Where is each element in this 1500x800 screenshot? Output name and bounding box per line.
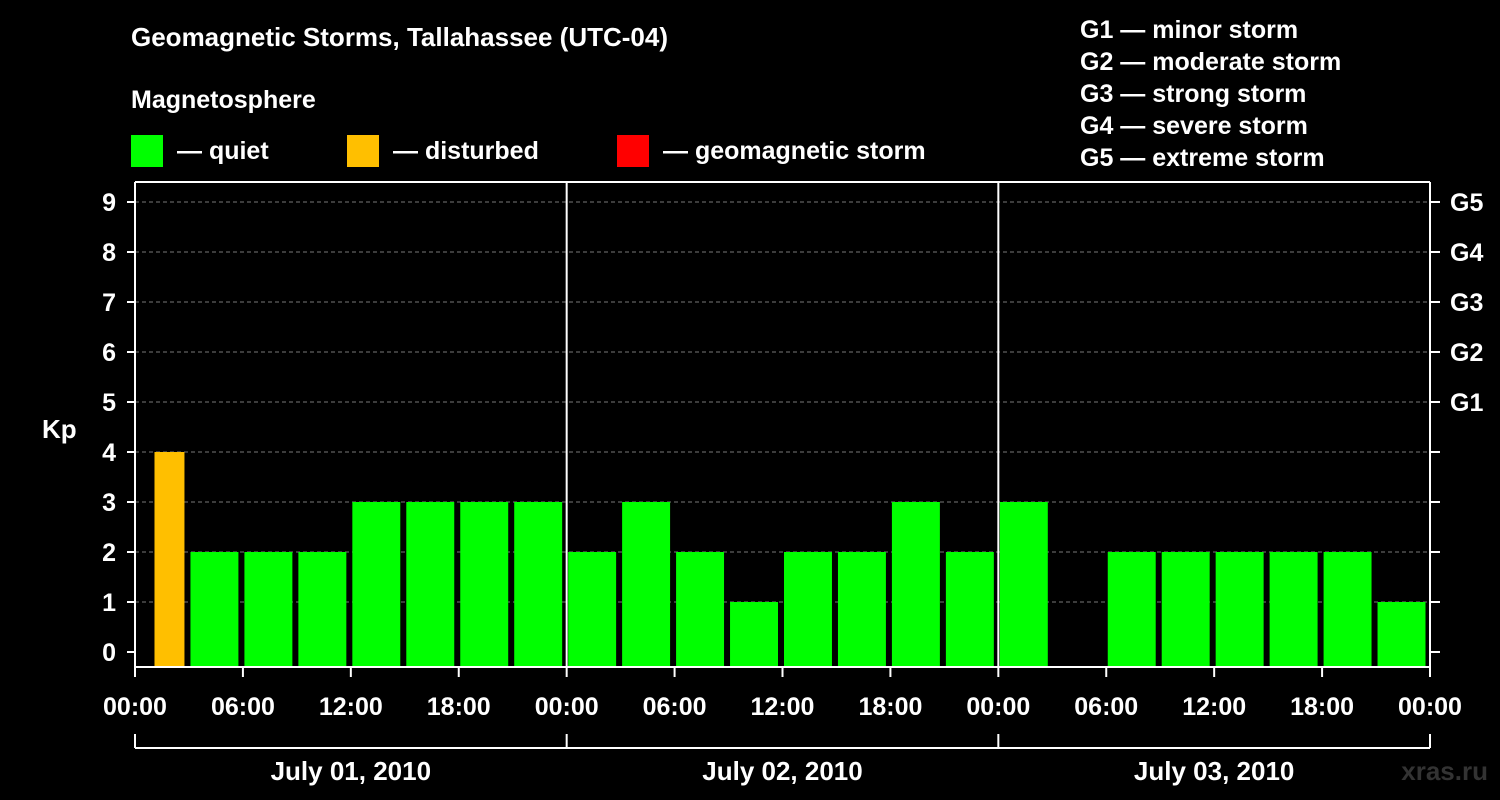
y-tick-label-6: 6 [102, 339, 116, 367]
x-tick-label-4: 00:00 [535, 693, 599, 721]
g-tick-label-g3: G3 [1450, 289, 1483, 317]
kp-bar-19 [1215, 552, 1264, 667]
kp-bar-11 [730, 602, 778, 667]
kp-bar-20 [1269, 552, 1318, 667]
legend-label-quiet: — quiet [177, 136, 269, 165]
kp-bar-7 [514, 502, 563, 667]
y-tick-label-0: 0 [102, 639, 116, 667]
legend-swatch-storm [617, 135, 649, 167]
kp-bar-3 [298, 552, 347, 667]
g-tick-label-g2: G2 [1450, 339, 1483, 367]
y-tick-label-8: 8 [102, 239, 116, 267]
kp-bar-8 [568, 552, 617, 667]
y-axis-label: Kp [42, 414, 77, 444]
g-level-2: G2 — moderate storm [1080, 48, 1342, 76]
magnetosphere-label: Magnetosphere [131, 86, 316, 114]
kp-bar-9 [622, 502, 671, 667]
legend-label-storm: — geomagnetic storm [663, 136, 926, 165]
kp-bar-0 [154, 452, 185, 667]
y-tick-label-9: 9 [102, 189, 116, 217]
legend-swatch-quiet [131, 135, 163, 167]
kp-bar-10 [676, 552, 725, 667]
x-tick-label-5: 06:00 [643, 693, 707, 721]
x-tick-label-8: 00:00 [966, 693, 1030, 721]
day-label-2: July 02, 2010 [702, 756, 862, 786]
kp-bar-14 [891, 502, 940, 667]
y-tick-label-5: 5 [102, 389, 116, 417]
y-tick-label-7: 7 [102, 289, 116, 317]
legend-label-disturbed: — disturbed [393, 136, 539, 165]
kp-bar-13 [837, 552, 886, 667]
kp-bar-2 [244, 552, 293, 667]
x-tick-label-3: 18:00 [427, 693, 491, 721]
legend-item-storm: — geomagnetic storm [617, 134, 926, 168]
x-tick-label-7: 18:00 [858, 693, 922, 721]
kp-bar-6 [460, 502, 509, 667]
g-level-5: G5 — extreme storm [1080, 144, 1325, 172]
legend-swatch-disturbed [347, 135, 379, 167]
x-tick-label-1: 06:00 [211, 693, 275, 721]
chart-title: Geomagnetic Storms, Tallahassee (UTC-04) [131, 22, 669, 52]
y-tick-label-4: 4 [102, 439, 116, 467]
legend-item-disturbed: — disturbed [347, 134, 539, 168]
kp-bar-5 [406, 502, 455, 667]
kp-bar-18 [1161, 552, 1210, 667]
g-tick-label-g5: G5 [1450, 189, 1483, 217]
legend-item-quiet: — quiet [131, 134, 269, 168]
x-tick-label-10: 12:00 [1182, 693, 1246, 721]
x-tick-label-2: 12:00 [319, 693, 383, 721]
g-tick-label-g4: G4 [1450, 239, 1483, 267]
x-tick-label-0: 00:00 [103, 693, 167, 721]
day-label-1: July 01, 2010 [271, 756, 431, 786]
x-tick-label-6: 12:00 [751, 693, 815, 721]
kp-bar-4 [352, 502, 401, 667]
kp-bar-1 [190, 552, 239, 667]
kp-bar-21 [1323, 552, 1372, 667]
kp-bar-12 [784, 552, 832, 667]
kp-bar-16 [999, 502, 1048, 667]
day-label-3: July 03, 2010 [1134, 756, 1294, 786]
y-tick-label-1: 1 [102, 589, 116, 617]
x-tick-label-11: 18:00 [1290, 693, 1354, 721]
g-level-4: G4 — severe storm [1080, 112, 1308, 140]
g-levels-legend: G1 — minor storm G2 — moderate storm G3 … [1080, 14, 1341, 174]
x-tick-label-9: 06:00 [1074, 693, 1138, 721]
kp-bar-22 [1377, 602, 1426, 667]
g-level-1: G1 — minor storm [1080, 16, 1299, 44]
kp-bar-17 [1107, 552, 1156, 667]
watermark: xras.ru [1401, 756, 1488, 786]
x-tick-label-12: 00:00 [1398, 693, 1462, 721]
g-tick-label-g1: G1 [1450, 389, 1483, 417]
y-tick-label-2: 2 [102, 539, 116, 567]
g-level-3: G3 — strong storm [1080, 80, 1307, 108]
y-tick-label-3: 3 [102, 489, 116, 517]
kp-bar-15 [945, 552, 994, 667]
